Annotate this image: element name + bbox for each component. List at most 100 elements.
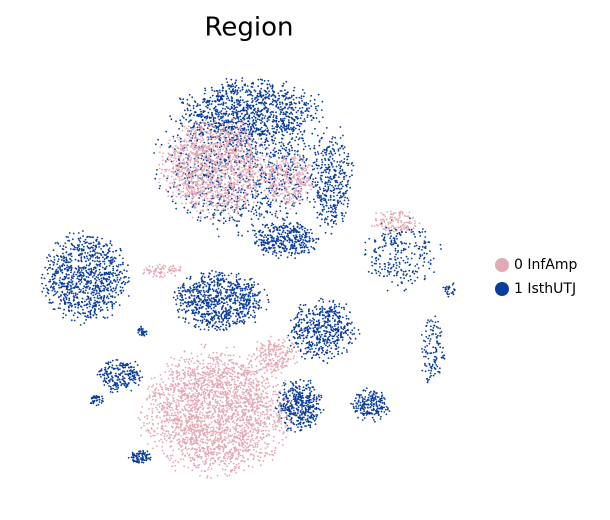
point <box>226 301 228 303</box>
point <box>334 207 336 210</box>
point <box>169 145 172 147</box>
point <box>262 130 265 133</box>
point <box>324 231 327 234</box>
point <box>227 107 229 109</box>
point <box>63 259 65 262</box>
point <box>329 350 331 353</box>
point <box>114 280 117 283</box>
point <box>111 307 114 310</box>
point <box>351 333 354 336</box>
point <box>427 261 430 263</box>
point <box>92 236 94 239</box>
point <box>52 286 54 289</box>
point <box>64 267 67 270</box>
point <box>255 232 257 235</box>
point <box>274 99 276 102</box>
point <box>334 141 337 144</box>
point <box>271 125 274 127</box>
point <box>108 273 111 276</box>
point <box>184 317 187 320</box>
point <box>290 103 293 106</box>
point <box>114 287 117 290</box>
point <box>189 114 191 116</box>
point <box>283 182 286 185</box>
point <box>271 187 274 190</box>
point <box>175 207 178 210</box>
point <box>301 235 303 237</box>
point <box>309 348 311 351</box>
point <box>207 142 210 145</box>
point <box>98 273 101 275</box>
point <box>66 285 68 288</box>
point <box>219 325 222 328</box>
point <box>104 267 107 269</box>
point <box>335 165 338 168</box>
point <box>296 133 299 135</box>
point <box>61 283 63 286</box>
point <box>72 248 75 251</box>
point <box>214 322 216 324</box>
point <box>83 240 85 243</box>
point <box>118 304 121 306</box>
point <box>262 114 264 117</box>
point <box>201 275 204 278</box>
point <box>205 101 208 104</box>
point <box>115 249 118 252</box>
point <box>321 314 324 316</box>
point <box>272 142 275 145</box>
point <box>241 321 244 323</box>
point <box>289 232 292 234</box>
point <box>127 264 129 267</box>
point <box>241 86 244 89</box>
point <box>246 152 249 155</box>
point <box>109 242 112 245</box>
point <box>96 252 98 254</box>
point <box>46 269 49 271</box>
point <box>334 136 337 139</box>
point <box>218 320 221 323</box>
point <box>267 200 270 203</box>
point <box>48 254 50 256</box>
point <box>223 298 226 301</box>
point <box>269 211 272 214</box>
point <box>200 278 203 280</box>
point <box>334 310 337 313</box>
point <box>323 208 325 211</box>
point <box>237 155 240 158</box>
point <box>294 238 297 240</box>
point <box>70 242 73 245</box>
point <box>292 247 295 249</box>
point <box>339 200 342 203</box>
point <box>271 127 274 130</box>
point <box>216 303 219 305</box>
point <box>300 250 303 253</box>
point <box>273 119 276 122</box>
point <box>204 87 206 90</box>
point <box>321 209 324 211</box>
point <box>232 137 235 139</box>
point <box>229 289 232 291</box>
point <box>77 232 80 234</box>
point <box>179 298 182 301</box>
point <box>296 124 298 127</box>
point <box>270 103 273 105</box>
point <box>71 304 73 307</box>
point <box>325 344 327 347</box>
point <box>222 124 225 127</box>
point <box>258 134 261 137</box>
point <box>232 90 235 93</box>
point <box>90 281 93 284</box>
point <box>256 99 259 102</box>
point <box>321 192 324 195</box>
point <box>77 259 80 262</box>
point <box>272 119 275 121</box>
point <box>120 291 123 294</box>
point <box>198 285 201 288</box>
point <box>62 312 65 315</box>
point <box>217 176 219 179</box>
point <box>63 264 66 267</box>
point <box>92 272 95 274</box>
point <box>100 277 103 280</box>
point <box>225 102 227 104</box>
point <box>208 100 211 103</box>
